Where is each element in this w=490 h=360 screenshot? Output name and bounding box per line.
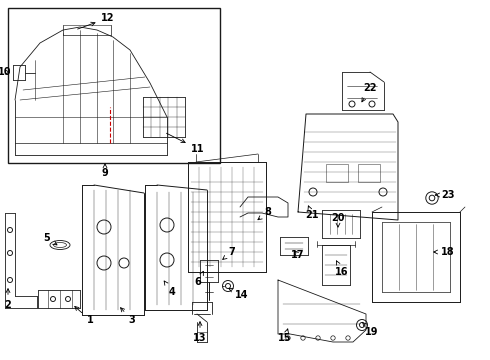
Text: 9: 9: [101, 164, 108, 178]
Bar: [326, 164, 348, 182]
Text: 7: 7: [223, 247, 235, 260]
Text: 3: 3: [121, 308, 135, 325]
Text: 6: 6: [195, 271, 203, 287]
Text: 22: 22: [362, 83, 377, 102]
Text: 14: 14: [229, 288, 249, 300]
Text: 20: 20: [331, 213, 345, 227]
Text: 17: 17: [291, 250, 305, 260]
Text: 12: 12: [77, 13, 115, 29]
Text: 15: 15: [278, 329, 292, 343]
Text: 13: 13: [193, 322, 207, 343]
Text: 16: 16: [335, 261, 349, 277]
Text: 11: 11: [167, 133, 205, 154]
Text: 18: 18: [434, 247, 455, 257]
Text: 10: 10: [0, 67, 12, 77]
Text: 19: 19: [362, 322, 379, 337]
Text: 8: 8: [258, 207, 271, 220]
Text: 4: 4: [164, 281, 175, 297]
Text: 1: 1: [75, 306, 94, 325]
Text: 2: 2: [4, 289, 11, 310]
Text: 21: 21: [305, 206, 319, 220]
Bar: [8, 8, 220, 163]
Bar: [358, 164, 380, 182]
Text: 5: 5: [44, 233, 57, 245]
Text: 23: 23: [436, 190, 455, 200]
